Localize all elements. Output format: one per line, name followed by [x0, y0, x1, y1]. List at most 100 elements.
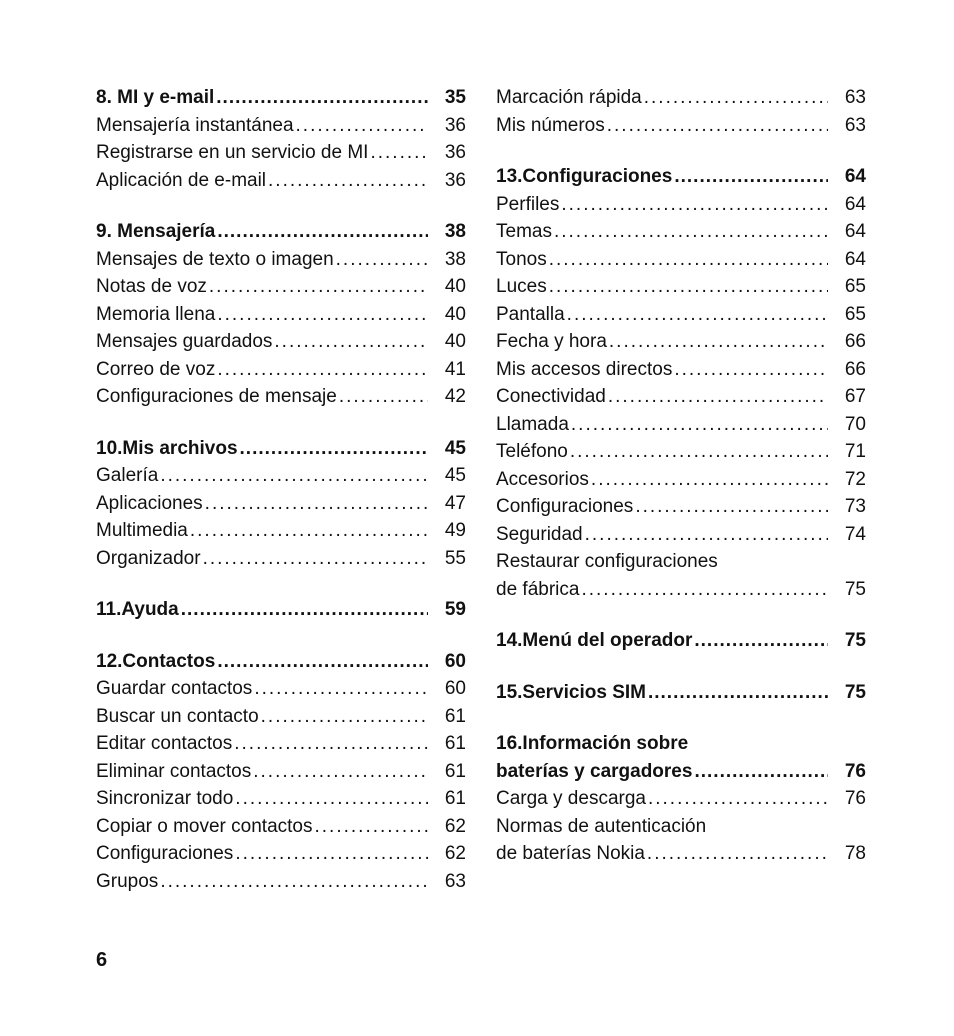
- leader-dots: ........................................…: [609, 328, 828, 356]
- toc-page-number: 67: [830, 383, 866, 411]
- toc-heading-label: 15.Servicios SIM: [496, 679, 646, 707]
- toc-entry: Configuraciones.........................…: [96, 840, 466, 868]
- toc-page-number: 62: [430, 813, 466, 841]
- leader-dots: ........................................…: [694, 758, 828, 786]
- leader-dots: ........................................…: [581, 576, 828, 604]
- toc-label: Aplicaciones: [96, 490, 203, 518]
- toc-heading: 8. MI y e-mail..........................…: [96, 84, 466, 112]
- toc-page-number: 45: [430, 462, 466, 490]
- toc-entry: Mensajes de texto o imagen..............…: [96, 246, 466, 274]
- leader-dots: ........................................…: [209, 273, 428, 301]
- toc-entry: Perfiles................................…: [496, 191, 866, 219]
- toc-section: 8. MI y e-mail..........................…: [96, 84, 466, 194]
- toc-label: Multimedia: [96, 517, 188, 545]
- toc-section: 12.Contactos............................…: [96, 648, 466, 896]
- toc-entry: Notas de voz............................…: [96, 273, 466, 301]
- toc-entry: Registrarse en un servicio de MI........…: [96, 139, 466, 167]
- toc-page-number: 65: [830, 301, 866, 329]
- toc-page-number: 36: [430, 112, 466, 140]
- toc-entry: Tonos...................................…: [496, 246, 866, 274]
- toc-entry: Eliminar contactos......................…: [96, 758, 466, 786]
- toc-entry: Galería.................................…: [96, 462, 466, 490]
- toc-label: Aplicación de e-mail: [96, 167, 266, 195]
- toc-section: 16.Información sobrebaterías y cargadore…: [496, 730, 866, 868]
- toc-heading-label: 11.Ayuda: [96, 596, 179, 624]
- toc-entry: Guardar contactos.......................…: [96, 675, 466, 703]
- toc-entry: Luces...................................…: [496, 273, 866, 301]
- leader-dots: ........................................…: [296, 112, 428, 140]
- toc-entry: Buscar un contacto......................…: [96, 703, 466, 731]
- toc-heading-label: 16.Información sobre: [496, 730, 866, 758]
- toc-page-number: 38: [430, 218, 466, 246]
- toc-entry: Mis números.............................…: [496, 112, 866, 140]
- leader-dots: ........................................…: [217, 356, 428, 384]
- toc-entry: Fecha y hora............................…: [496, 328, 866, 356]
- leader-dots: ........................................…: [235, 840, 428, 868]
- toc-label: Mis accesos directos: [496, 356, 672, 384]
- toc-page-number: 55: [430, 545, 466, 573]
- toc-page-number: 74: [830, 521, 866, 549]
- toc-section: 10.Mis archivos.........................…: [96, 435, 466, 573]
- toc-heading-label: 10.Mis archivos: [96, 435, 238, 463]
- toc-label: Guardar contactos: [96, 675, 252, 703]
- toc-section: Marcación rápida........................…: [496, 84, 866, 139]
- leader-dots: ........................................…: [235, 785, 428, 813]
- toc-page-number: 70: [830, 411, 866, 439]
- leader-dots: ........................................…: [217, 218, 428, 246]
- toc-page-number: 71: [830, 438, 866, 466]
- toc-entry: Configuraciones de mensaje..............…: [96, 383, 466, 411]
- leader-dots: ........................................…: [607, 112, 828, 140]
- leader-dots: ........................................…: [261, 703, 428, 731]
- leader-dots: ........................................…: [240, 435, 428, 463]
- leader-dots: ........................................…: [549, 246, 828, 274]
- toc-heading: 11.Ayuda................................…: [96, 596, 466, 624]
- toc-page-number: 63: [830, 112, 866, 140]
- toc-entry: Teléfono................................…: [496, 438, 866, 466]
- toc-label: Memoria llena: [96, 301, 215, 329]
- toc-label: Registrarse en un servicio de MI: [96, 139, 368, 167]
- toc-label: Tonos: [496, 246, 547, 274]
- toc-heading: 15.Servicios SIM........................…: [496, 679, 866, 707]
- toc-heading-label: 8. MI y e-mail: [96, 84, 214, 112]
- toc-label: Conectividad: [496, 383, 606, 411]
- leader-dots: ........................................…: [160, 868, 428, 896]
- toc-label: Correo de voz: [96, 356, 215, 384]
- toc-entry: Seguridad...............................…: [496, 521, 866, 549]
- toc-label: Llamada: [496, 411, 569, 439]
- toc-heading: 14.Menú del operador....................…: [496, 627, 866, 655]
- leader-dots: ........................................…: [585, 521, 828, 549]
- toc-label: Notas de voz: [96, 273, 207, 301]
- leader-dots: ........................................…: [571, 411, 828, 439]
- toc-label: Configuraciones: [496, 493, 633, 521]
- leader-dots: ........................................…: [216, 84, 428, 112]
- toc-heading-label: 9. Mensajería: [96, 218, 215, 246]
- toc-label: Luces: [496, 273, 547, 301]
- toc-page-number: 76: [830, 758, 866, 786]
- toc-label: Galería: [96, 462, 158, 490]
- toc-label: Restaurar configuraciones: [496, 548, 866, 576]
- toc-page-number: 40: [430, 328, 466, 356]
- toc-page-number: 41: [430, 356, 466, 384]
- leader-dots: ........................................…: [217, 648, 428, 676]
- toc-page: 8. MI y e-mail..........................…: [0, 0, 954, 1036]
- leader-dots: ........................................…: [644, 84, 828, 112]
- toc-entry: Llamada.................................…: [496, 411, 866, 439]
- toc-page-number: 78: [830, 840, 866, 868]
- toc-page-number: 62: [430, 840, 466, 868]
- toc-label: Organizador: [96, 545, 201, 573]
- toc-section: 14.Menú del operador....................…: [496, 627, 866, 655]
- toc-entry: Copiar o mover contactos................…: [96, 813, 466, 841]
- leader-dots: ........................................…: [635, 493, 828, 521]
- toc-page-number: 76: [830, 785, 866, 813]
- toc-entry: Mensajería instantánea..................…: [96, 112, 466, 140]
- toc-label: Fecha y hora: [496, 328, 607, 356]
- leader-dots: ........................................…: [205, 490, 428, 518]
- leader-dots: ........................................…: [694, 627, 828, 655]
- toc-section: 13.Configuraciones......................…: [496, 163, 866, 603]
- leader-dots: ........................................…: [549, 273, 828, 301]
- toc-page-number: 49: [430, 517, 466, 545]
- toc-label: Sincronizar todo: [96, 785, 233, 813]
- toc-label: Pantalla: [496, 301, 565, 329]
- toc-entry: Temas...................................…: [496, 218, 866, 246]
- toc-page-number: 40: [430, 301, 466, 329]
